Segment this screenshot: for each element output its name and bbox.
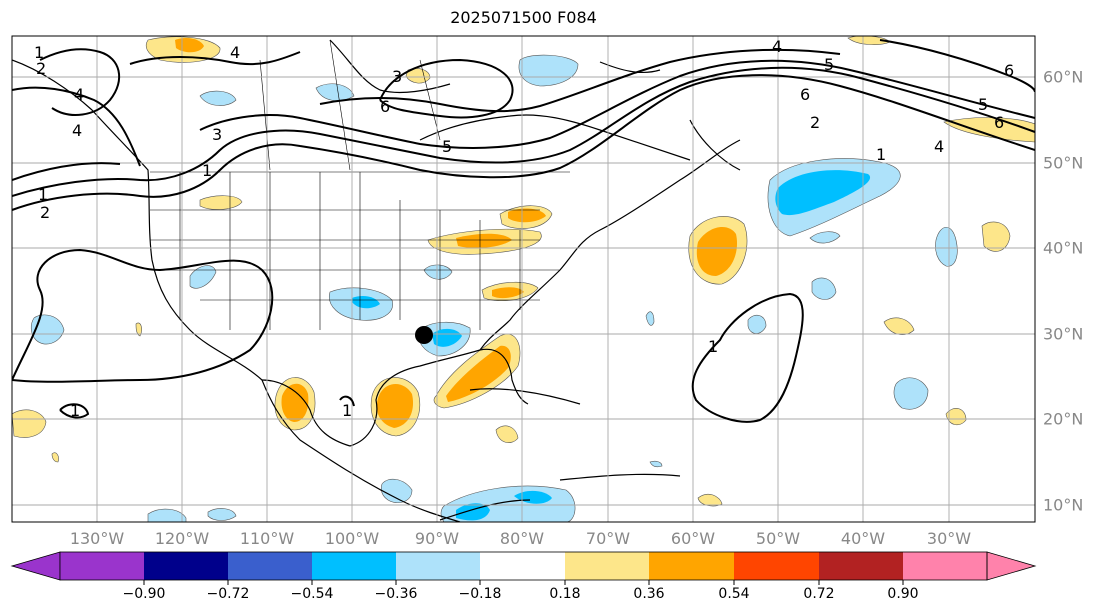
- colorbar-cell: [903, 552, 987, 580]
- map-title: 2025071500 F084: [450, 8, 597, 27]
- colorbar-cell: [60, 552, 144, 580]
- contour-label: 3: [212, 125, 222, 144]
- colorbar: [10, 551, 1037, 585]
- longitude-label: 60°W: [670, 529, 716, 548]
- colorbar-tick-label: −0.72: [206, 586, 250, 602]
- colorbar-tick-label: 0.72: [803, 586, 835, 602]
- colorbar-tick-label: 0.54: [718, 586, 750, 602]
- colorbar-tick-label: −0.36: [374, 586, 418, 602]
- contour-label: 4: [74, 85, 84, 104]
- longitude-label: 90°W: [414, 529, 460, 548]
- contour-label-group: 1 2 4 4 3 1 1 2 3 6 5 4 5 6 6 5 6 4 2 1 …: [34, 37, 1014, 420]
- location-marker: [415, 326, 433, 344]
- colorbar-cell: [480, 552, 565, 580]
- colorbar-under-arrow: [10, 551, 61, 581]
- map-background: [12, 36, 1035, 522]
- contour-label: 1: [34, 43, 44, 62]
- longitude-label: 50°W: [755, 529, 801, 548]
- contour-label: 5: [978, 95, 988, 114]
- colorbar-tick-label: −0.18: [458, 586, 502, 602]
- longitude-label: 130°W: [69, 529, 125, 548]
- latitude-label: 50°N: [1043, 153, 1084, 173]
- latitude-label: 60°N: [1043, 67, 1084, 87]
- latitude-label: 40°N: [1043, 238, 1084, 258]
- contour-label: 4: [772, 37, 782, 56]
- longitude-label: 110°W: [239, 529, 295, 548]
- anomaly-shading: [12, 36, 1035, 522]
- contour-label: 1: [708, 337, 718, 356]
- contour-label: 6: [1004, 61, 1014, 80]
- contour-label: 2: [40, 203, 50, 222]
- colorbar-frame: [59, 551, 988, 581]
- contour-label: 6: [994, 113, 1004, 132]
- colorbar-cell: [819, 552, 903, 580]
- contour-label: 3: [392, 67, 402, 86]
- contour-label: 1: [70, 401, 80, 420]
- contour-lines: [12, 39, 1035, 423]
- colorbar-cell: [734, 552, 819, 580]
- state-borders: [150, 39, 570, 330]
- colorbar-cell: [312, 552, 396, 580]
- colorbar-cell: [649, 552, 734, 580]
- colorbar-cell: [565, 552, 649, 580]
- colorbar-tick-label: 0.18: [549, 586, 581, 602]
- contour-label: 5: [824, 55, 834, 74]
- colorbar-tick-label: −0.54: [290, 586, 334, 602]
- contour-label: 5: [442, 137, 452, 156]
- contour-label: 1: [876, 145, 886, 164]
- contour-label: 2: [810, 113, 820, 132]
- latitude-label: 10°N: [1043, 495, 1084, 515]
- longitude-label: 100°W: [324, 529, 380, 548]
- colorbar-over-arrow: [986, 551, 1037, 581]
- contour-label: 4: [72, 121, 82, 140]
- colorbar-cell: [396, 552, 480, 580]
- contour-label: 4: [230, 43, 240, 62]
- colorbar-tick-label: 0.90: [887, 586, 919, 602]
- longitude-label: 70°W: [585, 529, 631, 548]
- coastlines: [12, 39, 741, 522]
- contour-label: 1: [38, 185, 48, 204]
- colorbar-tick-label: −0.90: [122, 586, 166, 602]
- colorbar-cell: [144, 552, 228, 580]
- colorbar-tick-label: 0.36: [633, 586, 665, 602]
- contour-label: 6: [800, 85, 810, 104]
- contour-label: 4: [934, 137, 944, 156]
- gridlines: [12, 36, 1035, 522]
- contour-label: 1: [342, 401, 352, 420]
- longitude-label: 40°W: [840, 529, 886, 548]
- contour-label: 1: [202, 161, 212, 180]
- colorbar-cell: [228, 552, 312, 580]
- latitude-label: 20°N: [1043, 409, 1084, 429]
- latitude-label: 30°N: [1043, 324, 1084, 344]
- longitude-label: 80°W: [499, 529, 545, 548]
- map-frame: [11, 35, 1036, 523]
- contour-label: 6: [380, 97, 390, 116]
- longitude-label: 120°W: [154, 529, 210, 548]
- longitude-label: 30°W: [926, 529, 972, 548]
- contour-label: 2: [36, 59, 46, 78]
